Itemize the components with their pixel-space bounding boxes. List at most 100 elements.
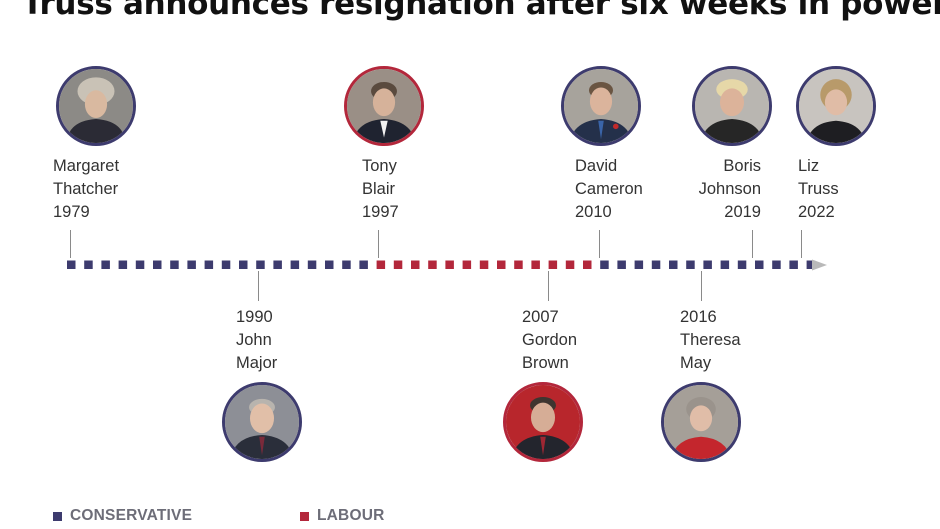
conservative-segment	[669, 260, 678, 269]
timeline-arrow	[812, 259, 827, 271]
labour-segment	[376, 260, 386, 269]
leader-first-name: Boris	[723, 157, 761, 175]
conservative-segment	[135, 260, 145, 269]
leader-year: 1990	[236, 308, 273, 326]
labour-segment	[548, 260, 558, 269]
leader-last-name: Cameron	[575, 180, 643, 198]
legend-labour-label: LABOUR	[317, 507, 385, 524]
major-portrait	[222, 382, 302, 462]
conservative-swatch	[53, 511, 62, 521]
labour-segment	[497, 260, 506, 269]
leader-label-blair: Tony Blair 1997	[362, 155, 399, 224]
tick-truss	[801, 230, 802, 258]
labour-segment	[411, 260, 420, 269]
labour-segment	[479, 260, 489, 269]
labour-segment	[462, 260, 472, 269]
leader-label-johnson: Boris Johnson 2019	[699, 155, 761, 224]
leader-label-cameron: David Cameron 2010	[575, 155, 643, 224]
conservative-segment	[755, 260, 764, 269]
thatcher-portrait	[56, 66, 136, 146]
conservative-segment	[359, 260, 368, 269]
leader-year: 1997	[362, 203, 399, 221]
tick-major	[258, 271, 259, 301]
legend-conservative: CONSERVATIVE	[53, 507, 192, 525]
leader-year: 2019	[724, 203, 761, 221]
leader-last-name: Truss	[798, 180, 839, 198]
labour-segment	[445, 260, 454, 269]
conservative-segment	[720, 260, 730, 269]
conservative-segment	[634, 260, 644, 269]
leader-year: 2010	[575, 203, 612, 221]
conservative-segment	[617, 260, 626, 269]
conservative-segment	[703, 260, 712, 269]
conservative-segment	[600, 260, 609, 269]
conservative-segment	[256, 260, 265, 269]
tick-johnson	[752, 230, 753, 258]
tick-blair	[378, 230, 379, 258]
conservative-segment	[84, 260, 93, 269]
conservative-segment	[239, 260, 248, 269]
conservative-segment	[118, 260, 128, 269]
leader-label-may: 2016 Theresa May	[680, 306, 741, 375]
conservative-segment	[342, 260, 351, 269]
timeline	[67, 259, 827, 271]
leader-first-name: Theresa	[680, 331, 741, 349]
leader-first-name: Margaret	[53, 157, 120, 175]
labour-swatch	[300, 511, 309, 521]
labour-segment	[393, 260, 403, 269]
leader-label-thatcher: Margaret Thatcher 1979	[53, 155, 119, 224]
johnson-portrait	[692, 66, 772, 146]
leader-last-name: May	[680, 354, 712, 372]
leader-last-name: Thatcher	[53, 180, 119, 198]
leader-year: 2016	[680, 308, 717, 326]
tick-cameron	[599, 230, 600, 258]
truss-portrait	[796, 66, 876, 146]
conservative-segment	[325, 260, 334, 269]
leader-first-name: John	[236, 331, 272, 349]
brown-portrait	[503, 382, 583, 462]
leader-label-brown: 2007 Gordon Brown	[522, 306, 577, 375]
conservative-segment	[221, 260, 231, 269]
conservative-segment	[170, 260, 179, 269]
labour-segment	[514, 260, 523, 269]
conservative-segment	[806, 260, 816, 269]
blair-portrait	[344, 66, 424, 146]
tick-thatcher	[70, 230, 71, 258]
cameron-portrait	[561, 66, 641, 146]
conservative-segment	[772, 260, 781, 269]
legend-conservative-label: CONSERVATIVE	[70, 507, 193, 524]
conservative-segment	[307, 260, 317, 269]
labour-segment	[428, 260, 437, 269]
conservative-segment	[101, 260, 110, 269]
conservative-segment	[204, 260, 214, 269]
leader-first-name: David	[575, 157, 618, 175]
leader-last-name: Johnson	[698, 180, 761, 198]
tick-brown	[548, 271, 549, 301]
conservative-segment	[651, 260, 661, 269]
page-title: Truss announces resignation after six we…	[22, 0, 940, 22]
conservative-segment	[67, 260, 76, 269]
leader-label-truss: Liz Truss 2022	[798, 155, 839, 224]
conservative-segment	[686, 260, 695, 269]
leader-year: 2022	[798, 203, 835, 221]
leader-label-major: 1990 John Major	[236, 306, 277, 375]
leader-last-name: Major	[236, 354, 278, 372]
labour-segment	[565, 260, 575, 269]
conservative-segment	[153, 260, 162, 269]
conservative-segment	[789, 260, 798, 269]
leader-first-name: Tony	[362, 157, 397, 175]
tick-may	[701, 271, 702, 301]
conservative-segment	[737, 260, 747, 269]
conservative-segment	[290, 260, 300, 269]
leader-first-name: Gordon	[522, 331, 578, 349]
labour-segment	[531, 260, 540, 269]
legend-labour: LABOUR	[300, 507, 385, 525]
leader-year: 1979	[53, 203, 90, 221]
leader-year: 2007	[522, 308, 559, 326]
leader-last-name: Brown	[522, 354, 569, 372]
may-portrait	[661, 382, 741, 462]
conservative-segment	[273, 260, 282, 269]
labour-segment	[583, 260, 592, 269]
leader-last-name: Blair	[362, 180, 396, 198]
conservative-segment	[187, 260, 196, 269]
